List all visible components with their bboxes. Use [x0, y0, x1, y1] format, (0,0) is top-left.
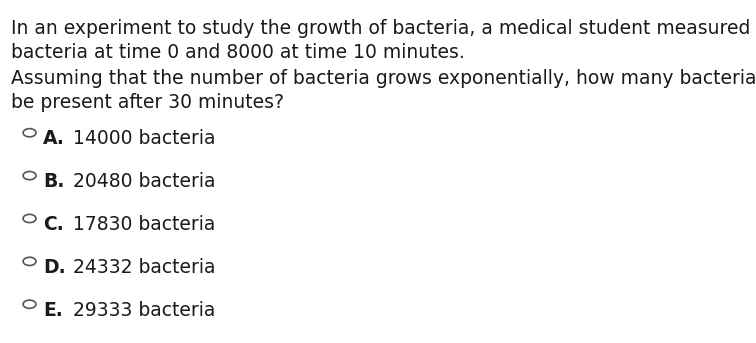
Text: Assuming that the number of bacteria grows exponentially, how many bacteria will: Assuming that the number of bacteria gro… — [11, 69, 756, 87]
Text: 17830 bacteria: 17830 bacteria — [73, 215, 215, 234]
Text: 14000 bacteria: 14000 bacteria — [73, 129, 215, 148]
Text: 24332 bacteria: 24332 bacteria — [73, 258, 215, 277]
Text: D.: D. — [43, 258, 66, 277]
Text: A.: A. — [43, 129, 65, 148]
Text: In an experiment to study the growth of bacteria, a medical student measured 500: In an experiment to study the growth of … — [11, 19, 756, 38]
Text: 29333 bacteria: 29333 bacteria — [73, 301, 215, 320]
Text: B.: B. — [43, 172, 64, 191]
Text: E.: E. — [43, 301, 63, 320]
Text: be present after 30 minutes?: be present after 30 minutes? — [11, 93, 284, 111]
Text: C.: C. — [43, 215, 64, 234]
Text: bacteria at time 0 and 8000 at time 10 minutes.: bacteria at time 0 and 8000 at time 10 m… — [11, 43, 464, 62]
Text: 20480 bacteria: 20480 bacteria — [73, 172, 215, 191]
